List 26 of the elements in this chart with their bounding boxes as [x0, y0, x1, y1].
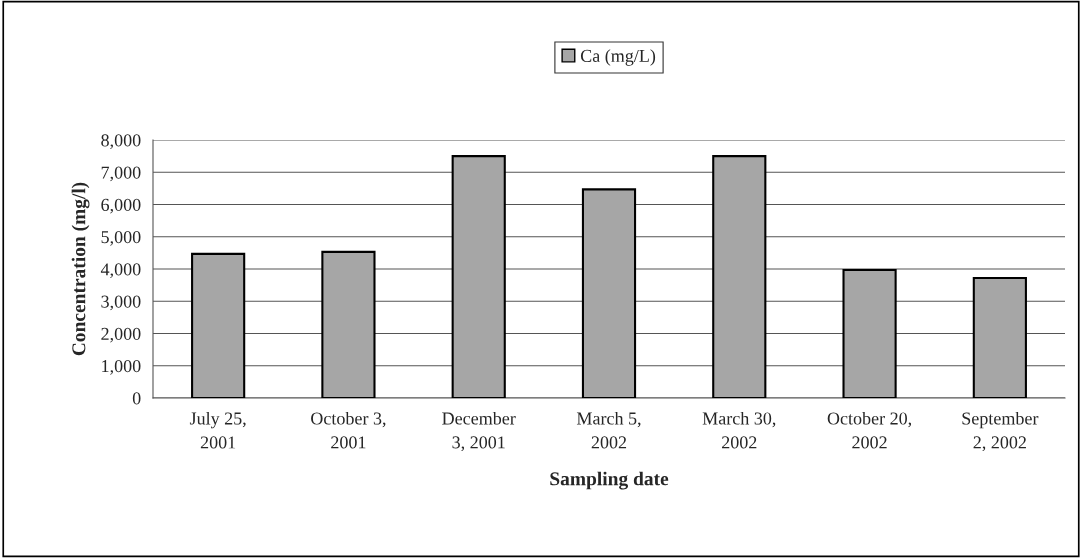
- y-tick-label: 1,000: [102, 360, 141, 375]
- x-tick-label: October 20, 2002: [827, 411, 912, 449]
- x-axis-title: Sampling date: [550, 471, 669, 490]
- y-tick-label: 0: [132, 392, 141, 405]
- y-tick-label: 5,000: [101, 231, 141, 246]
- y-tick-label: 3,000: [101, 295, 141, 311]
- bar: [451, 155, 506, 398]
- bar: [191, 252, 246, 398]
- y-tick-label: 4,000: [100, 263, 141, 279]
- bar: [581, 188, 637, 398]
- bar: [842, 268, 897, 398]
- x-tick-label: July 25, 2001: [189, 411, 246, 449]
- x-tick-label: March 5, 2002: [576, 411, 641, 449]
- x-tick-label: December 3, 2001: [442, 411, 516, 452]
- bar: [712, 155, 767, 398]
- y-tick-label: 6,000: [101, 198, 141, 214]
- x-tick-label: March 30, 2002: [702, 411, 776, 449]
- y-axis-title: Concentration (mg/l): [71, 182, 90, 356]
- x-tick-label: September 2, 2002: [962, 411, 1039, 452]
- y-tick-label: 8,000: [101, 134, 141, 150]
- bar: [972, 276, 1027, 398]
- legend-label: Ca (mg/L): [580, 49, 656, 66]
- x-tick-label: October 3, 2001: [311, 411, 386, 449]
- y-tick-label: 7,000: [101, 166, 141, 182]
- y-tick-label: 2,000: [101, 327, 141, 343]
- bar: [321, 250, 376, 398]
